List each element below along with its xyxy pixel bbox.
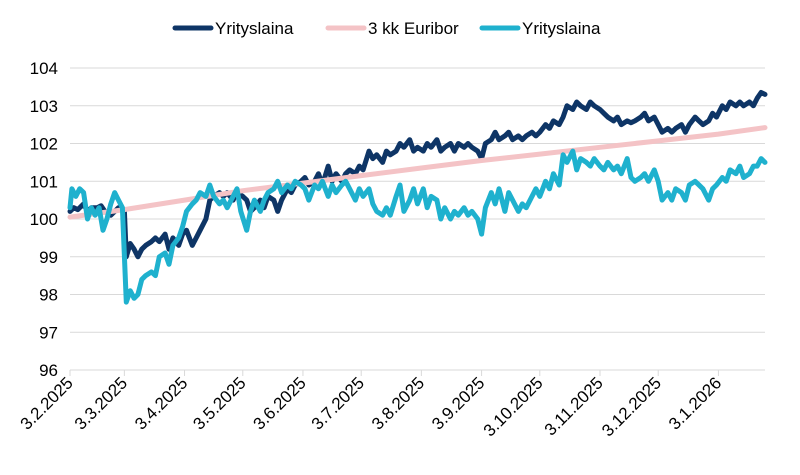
legend-label-2: 3 kk Euribor (368, 19, 459, 38)
y-axis: 96 97 98 99 100 101 102 103 104 (30, 59, 58, 380)
x-tick-label: 3.2.2025 (17, 373, 77, 433)
x-tick-label: 3.1.2026 (665, 373, 725, 433)
y-tick-label: 100 (30, 210, 58, 229)
x-tick-label: 3.3.2025 (71, 373, 131, 433)
x-tick-label: 3.4.2025 (131, 373, 191, 433)
y-tick-label: 102 (30, 135, 58, 154)
y-tick-label: 96 (39, 361, 58, 380)
y-tick-label: 99 (39, 248, 58, 267)
y-tick-label: 101 (30, 172, 58, 191)
legend: Yrityslaina 3 kk Euribor Yrityslaina (172, 19, 601, 38)
x-tick-label: 3.9.2025 (428, 373, 488, 433)
x-tick-label: 3.12.2025 (598, 373, 665, 440)
y-tick-label: 98 (39, 286, 58, 305)
legend-label-3: Yrityslaina (522, 19, 601, 38)
legend-label-1: Yrityslaina (215, 19, 294, 38)
y-tick-label: 103 (30, 97, 58, 116)
series-lines (67, 90, 768, 305)
x-tick-label: 3.8.2025 (368, 373, 428, 433)
series-line-2 (67, 125, 768, 220)
y-tick-label: 104 (30, 59, 58, 78)
x-tick-label: 3.5.2025 (189, 373, 249, 433)
x-tick-label: 3.11.2025 (541, 373, 607, 439)
x-tick-label: 3.6.2025 (250, 373, 310, 433)
x-tick-label: 3.7.2025 (308, 373, 368, 433)
gridlines (70, 67, 765, 371)
series-line-3 (67, 148, 768, 305)
x-tick-label: 3.10.2025 (480, 373, 547, 440)
y-tick-label: 97 (39, 323, 58, 342)
series-line-1 (67, 90, 768, 260)
